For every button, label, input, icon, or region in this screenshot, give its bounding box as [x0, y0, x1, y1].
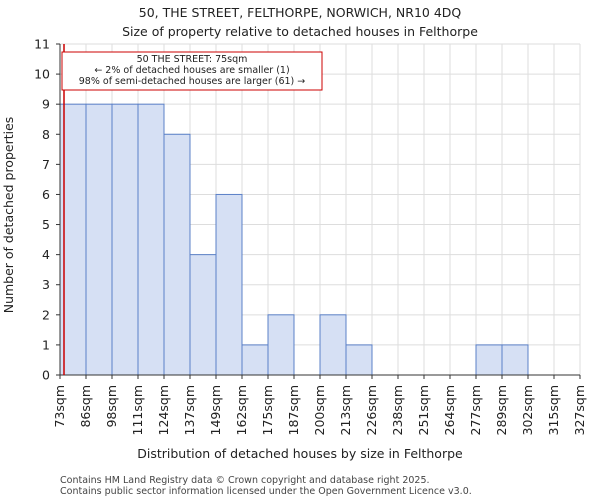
histogram-bar — [319, 314, 347, 376]
annotation-line-1: 50 THE STREET: 75sqm — [137, 54, 248, 65]
x-tick-label: 302sqm — [520, 385, 535, 435]
x-tick-label: 149sqm — [208, 385, 223, 435]
x-tick-label: 200sqm — [312, 385, 327, 435]
histogram-bar — [241, 344, 269, 376]
histogram-bar — [189, 254, 217, 376]
marker-layer: 50 THE STREET: 75sqm← 2% of detached hou… — [61, 44, 323, 375]
footer-line-2: Contains public sector information licen… — [60, 486, 472, 497]
histogram-bar — [215, 193, 243, 376]
y-tick-label: 4 — [42, 247, 50, 262]
x-tick-label: 187sqm — [286, 385, 301, 435]
x-tick-label: 277sqm — [468, 385, 483, 435]
x-tick-label: 162sqm — [234, 385, 249, 435]
y-axis-title: Number of detached properties — [1, 117, 16, 314]
x-tick-label: 73sqm — [52, 385, 67, 428]
y-tick-label: 6 — [42, 187, 50, 202]
y-tick-label: 11 — [34, 37, 50, 52]
histogram-bar — [111, 103, 139, 376]
histogram-bar — [501, 344, 529, 376]
x-tick-label: 264sqm — [442, 385, 457, 435]
y-tick-label: 1 — [42, 337, 50, 352]
y-tick-label: 10 — [34, 67, 50, 82]
footer-line-1: Contains HM Land Registry data © Crown c… — [60, 475, 430, 486]
x-tick-label: 315sqm — [546, 385, 561, 435]
y-tick-label: 2 — [42, 307, 50, 322]
x-tick-label: 137sqm — [182, 385, 197, 435]
chart-title: 50, THE STREET, FELTHORPE, NORWICH, NR10… — [139, 5, 462, 20]
y-tick-label: 7 — [42, 157, 50, 172]
x-tick-label: 238sqm — [390, 385, 405, 435]
x-tick-label: 251sqm — [416, 385, 431, 435]
annotation-line-2: ← 2% of detached houses are smaller (1) — [94, 65, 289, 76]
x-tick-label: 327sqm — [572, 385, 587, 435]
ticks-layer: 0 1 2 3 4 5 6 7 8 9 10 11 73sqm 86sqm 98sqm 111sqm 124sq… — [34, 37, 587, 436]
histogram-bar — [163, 133, 191, 376]
x-tick-label: 124sqm — [156, 385, 171, 435]
x-tick-label: 289sqm — [494, 385, 509, 435]
y-tick-label: 5 — [42, 217, 50, 232]
histogram-bar — [475, 344, 503, 376]
x-tick-label: 175sqm — [260, 385, 275, 435]
y-tick-label: 3 — [42, 277, 50, 292]
x-axis-title: Distribution of detached houses by size … — [137, 446, 463, 461]
histogram-bar — [85, 103, 113, 376]
annotation-box — [61, 51, 323, 91]
x-tick-label: 98sqm — [104, 385, 119, 428]
histogram-bar — [137, 103, 165, 376]
y-tick-label: 0 — [42, 368, 50, 383]
histogram-bar — [345, 344, 373, 376]
y-tick-label: 9 — [42, 97, 50, 112]
histogram-bar — [267, 314, 295, 376]
x-tick-label: 111sqm — [130, 385, 145, 435]
x-tick-label: 226sqm — [364, 385, 379, 435]
x-tick-label: 86sqm — [78, 385, 93, 428]
y-tick-label: 8 — [42, 127, 50, 142]
annotation-line-3: 98% of semi-detached houses are larger (… — [79, 76, 306, 87]
x-tick-label: 213sqm — [338, 385, 353, 435]
chart-subtitle: Size of property relative to detached ho… — [122, 24, 478, 39]
